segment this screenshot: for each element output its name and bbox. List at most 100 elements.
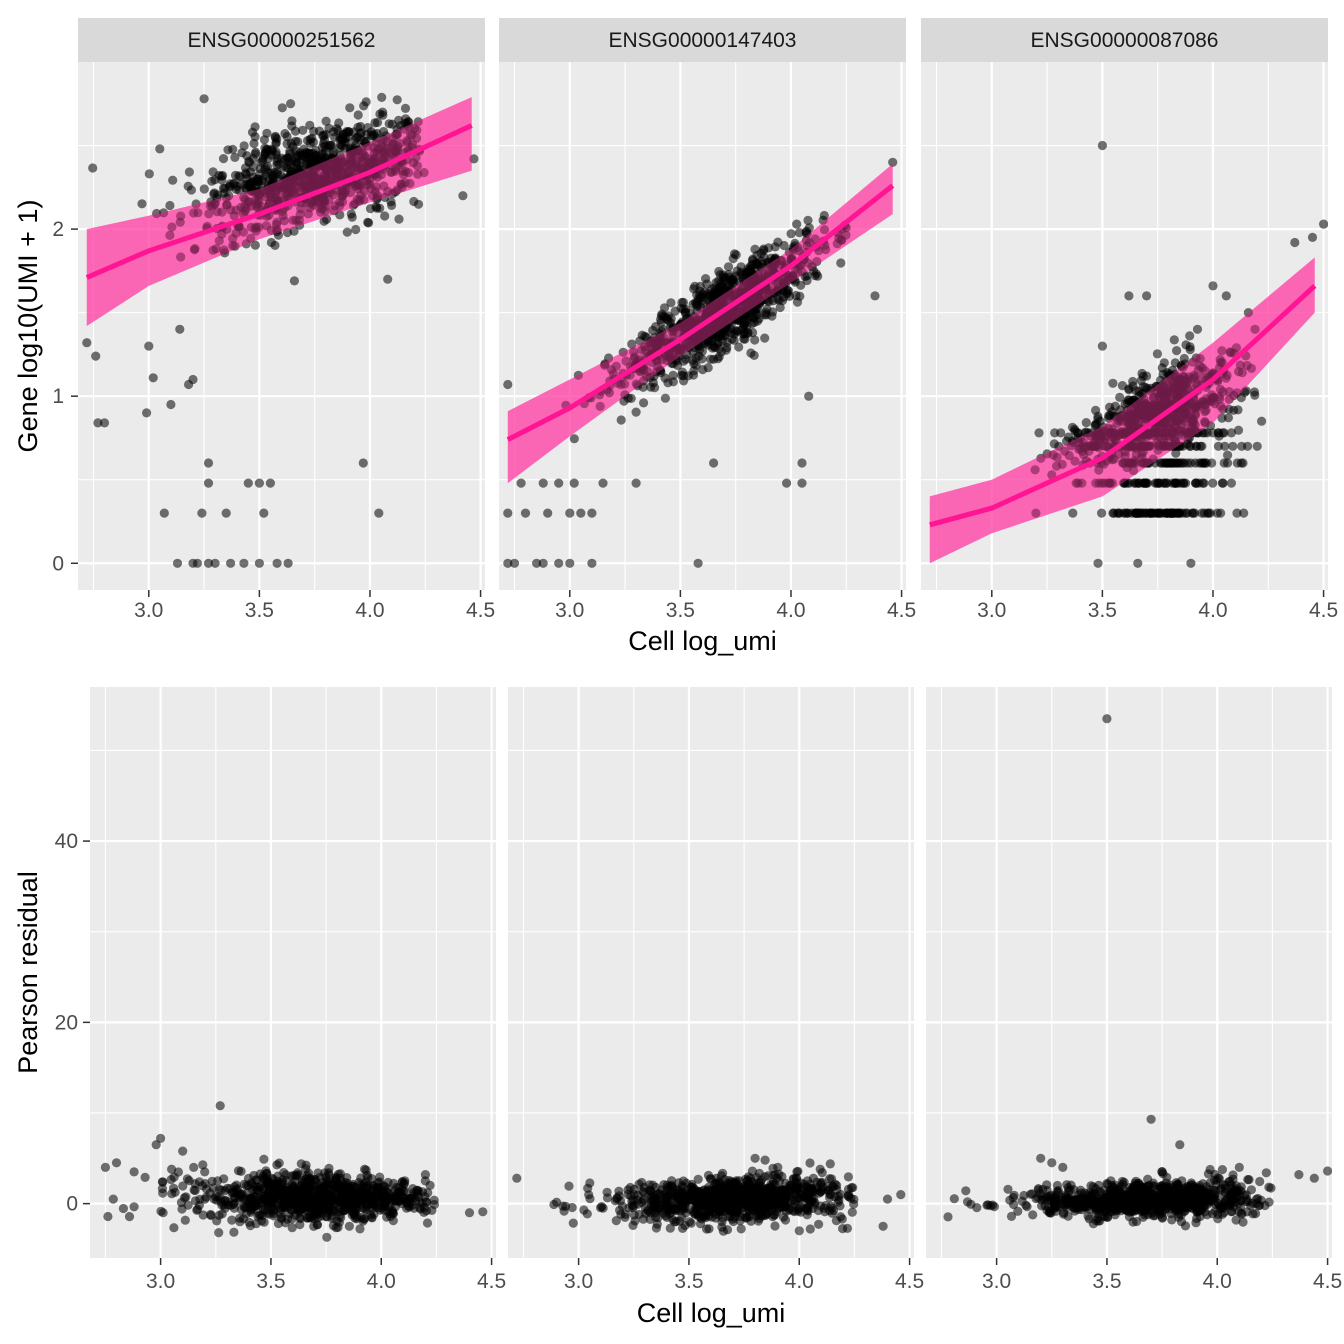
data-point (268, 172, 278, 182)
data-point (1237, 368, 1247, 378)
data-point (301, 1160, 311, 1170)
outlier-point (503, 558, 513, 568)
data-point (1160, 377, 1170, 387)
data-point (332, 124, 342, 134)
data-point (785, 291, 795, 301)
data-point (1217, 346, 1227, 356)
data-point (1194, 458, 1204, 468)
data-point (836, 258, 846, 268)
plot-area (943, 714, 1332, 1231)
data-point (350, 1194, 360, 1204)
data-point (628, 1220, 638, 1230)
data-point (772, 1173, 782, 1183)
strip-background (78, 18, 485, 62)
outlier-point (717, 1217, 727, 1227)
data-point (738, 306, 748, 316)
data-point (312, 1220, 322, 1230)
outlier-point (210, 558, 220, 568)
fit-line (506, 183, 895, 442)
data-point (258, 1173, 268, 1183)
data-point (814, 1219, 824, 1229)
data-point (214, 236, 224, 246)
data-point (1097, 508, 1107, 518)
data-point (218, 154, 229, 164)
data-point (819, 225, 830, 235)
data-point (402, 137, 413, 147)
data-point (392, 95, 402, 105)
data-point (773, 286, 783, 296)
data-point (169, 1223, 179, 1233)
data-point (667, 1182, 678, 1192)
outlier-point (172, 558, 183, 568)
outlier-point (265, 478, 275, 488)
data-point (1199, 478, 1209, 488)
data-point (688, 370, 699, 380)
outlier-point (151, 1140, 161, 1150)
data-point (750, 335, 760, 345)
data-point (598, 1203, 608, 1213)
data-point (277, 103, 287, 113)
data-point (639, 398, 649, 408)
data-point (1068, 508, 1078, 518)
data-point (291, 215, 301, 225)
data-point (1229, 405, 1239, 415)
data-point (372, 172, 382, 182)
outlier-point (129, 1167, 139, 1177)
data-point (716, 1171, 727, 1181)
data-point (357, 152, 367, 162)
data-point (347, 212, 357, 222)
plot-area (512, 1153, 906, 1236)
outlier-point (82, 338, 92, 348)
data-point (306, 179, 316, 189)
data-point (1070, 426, 1080, 436)
data-point (651, 336, 661, 346)
outlier-point (569, 478, 579, 488)
outlier-point (203, 478, 214, 488)
plot-area (929, 140, 1328, 568)
data-point (413, 1188, 423, 1198)
data-point (1162, 508, 1172, 518)
outlier-point (543, 508, 553, 518)
data-point (1241, 386, 1251, 396)
data-point (1190, 420, 1200, 430)
data-point (124, 1212, 135, 1222)
data-point (804, 238, 815, 248)
data-point (1057, 459, 1067, 469)
data-point (825, 1192, 835, 1203)
y-tick-label: 0 (52, 552, 64, 575)
data-point (219, 245, 229, 255)
data-point (197, 1181, 208, 1191)
data-point (1176, 409, 1187, 419)
data-point (631, 407, 641, 417)
outlier-point (516, 478, 526, 488)
data-point (656, 326, 667, 336)
data-point (841, 230, 851, 240)
data-point (379, 127, 389, 137)
data-point (308, 1196, 319, 1206)
data-point (711, 285, 721, 295)
point-cloud (100, 1101, 488, 1242)
data-point (573, 370, 584, 380)
data-point (250, 240, 260, 250)
data-point (602, 1187, 612, 1197)
panel-background (926, 687, 1332, 1258)
data-point (242, 1181, 252, 1191)
data-point (344, 1221, 354, 1231)
data-point (568, 1218, 578, 1228)
data-point (220, 1203, 230, 1213)
data-point (579, 1205, 589, 1215)
data-point (261, 221, 271, 231)
data-point (236, 202, 246, 212)
data-point (324, 1168, 334, 1178)
x-tick-label: 3.5 (256, 1270, 285, 1293)
data-point (258, 153, 268, 164)
data-point (770, 1210, 780, 1220)
data-point (1232, 458, 1242, 468)
data-point (738, 322, 749, 332)
data-point (1214, 431, 1224, 441)
data-point (1224, 394, 1234, 404)
data-point (1081, 418, 1091, 428)
data-point (1124, 384, 1134, 394)
data-point (803, 215, 813, 225)
data-point (718, 323, 729, 333)
